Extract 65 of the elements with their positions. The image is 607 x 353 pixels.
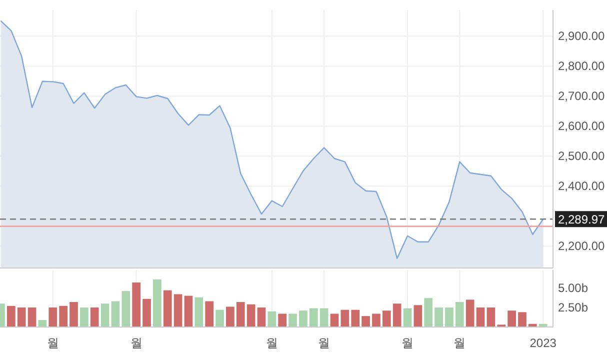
bar [48,307,58,327]
bar [257,307,266,327]
bar [434,307,443,327]
bar [28,307,36,327]
bar [122,291,130,327]
bar [508,310,516,327]
bar [320,308,328,327]
y-tick-label: 2,600.00 [558,119,606,134]
bar [518,312,526,327]
bar [268,311,276,327]
x-tick-label: 월 [130,336,142,350]
y-tick-label: 2,900.00 [558,29,606,44]
bar [194,297,204,327]
bar [100,304,110,327]
bar [476,307,485,327]
bar [17,307,26,327]
bar [205,301,214,327]
bar [226,306,234,327]
bar [486,307,496,327]
bar [455,302,464,327]
y-tick-label: 2,500.00 [558,149,606,164]
ref-line-label: 2,289.97 [558,212,606,227]
bar [392,304,402,327]
x-tick-label: 월 [454,336,466,350]
x-tick-label: 월 [318,336,330,350]
bar [330,314,339,327]
bar [59,306,68,327]
bar [70,302,78,327]
bar [153,279,162,327]
y-tick-label: 2,800.00 [558,59,606,74]
bar [90,307,99,327]
bar [184,296,193,327]
y-tick-label: 5.00b [558,280,588,295]
y-tick-label: 2,200.00 [558,239,606,254]
bar [163,290,172,327]
bar [236,302,245,327]
bar [466,300,474,327]
bar [174,294,182,327]
bar [6,306,16,327]
bar [351,310,360,327]
x-tick-label: 월 [402,336,414,350]
bar [111,301,120,327]
bar [362,316,370,327]
bar [288,314,297,327]
bar [216,310,224,327]
y-tick-label: 2,400.00 [558,179,606,194]
bar [414,305,422,327]
x-tick-label: 월 [266,336,278,350]
bar [340,310,350,327]
bar [445,307,454,327]
bar [132,282,140,327]
x-tick-label: 월 [46,336,59,350]
bar [309,308,318,327]
bar [299,310,308,327]
bar [382,310,391,327]
bar [278,314,287,327]
y-tick-label: 2.50b [558,300,588,314]
x-tick-label: 2023 [530,336,557,350]
y-tick-label: 2,700.00 [558,89,606,104]
bar [424,298,433,327]
bar [80,307,88,327]
bar [372,314,380,327]
bar [142,298,151,327]
bar [246,304,256,327]
bar [403,308,412,327]
